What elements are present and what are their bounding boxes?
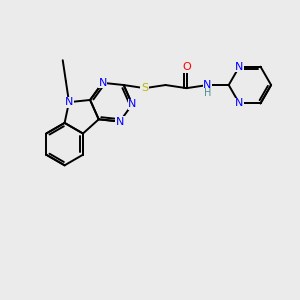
Text: N: N <box>235 98 244 108</box>
Text: N: N <box>116 116 124 127</box>
Text: O: O <box>182 62 191 72</box>
Text: N: N <box>203 80 212 90</box>
Text: N: N <box>65 97 73 107</box>
Text: N: N <box>128 99 136 110</box>
Text: S: S <box>141 83 148 93</box>
Text: H: H <box>204 88 211 98</box>
Text: N: N <box>235 62 244 72</box>
Text: N: N <box>98 78 107 88</box>
